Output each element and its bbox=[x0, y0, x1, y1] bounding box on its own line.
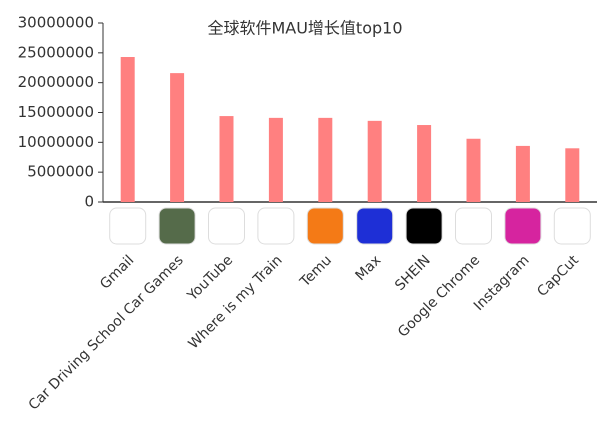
bar bbox=[268, 117, 283, 202]
app-icon bbox=[257, 207, 295, 245]
app-icon bbox=[306, 207, 344, 245]
app-icon bbox=[504, 207, 542, 245]
x-tick-label: YouTube bbox=[184, 252, 236, 304]
y-tick-label: 10000000 bbox=[18, 133, 94, 151]
bar bbox=[318, 117, 333, 202]
x-tick-label: CapCut bbox=[534, 252, 582, 300]
x-tick-label: Gmail bbox=[97, 252, 137, 292]
x-tick-label: Where is my Train bbox=[186, 252, 286, 352]
bar bbox=[120, 57, 135, 203]
y-tick-label: 15000000 bbox=[18, 103, 94, 121]
app-icon bbox=[158, 207, 196, 245]
y-tick-label: 0 bbox=[84, 193, 94, 211]
bar bbox=[170, 73, 185, 203]
bar bbox=[466, 138, 481, 202]
app-icon bbox=[553, 207, 591, 245]
bar bbox=[417, 125, 432, 202]
y-tick-label: 5000000 bbox=[27, 163, 94, 181]
bar bbox=[515, 145, 530, 202]
x-tick-label: SHEIN bbox=[392, 252, 434, 294]
app-icon bbox=[109, 207, 147, 245]
x-tick-label: Max bbox=[353, 252, 385, 284]
app-icon bbox=[208, 207, 245, 245]
app-icon bbox=[356, 207, 394, 245]
y-tick-label: 25000000 bbox=[18, 43, 94, 61]
y-tick-label: 20000000 bbox=[18, 73, 94, 91]
bar bbox=[367, 120, 382, 202]
bar bbox=[219, 116, 234, 202]
app-icon bbox=[455, 207, 492, 245]
app-icon bbox=[405, 207, 443, 245]
chart-title: 全球软件MAU增长值top10 bbox=[207, 19, 402, 38]
x-tick-label: Temu bbox=[297, 252, 335, 290]
bar bbox=[565, 148, 580, 202]
y-tick-label: 30000000 bbox=[18, 14, 94, 32]
